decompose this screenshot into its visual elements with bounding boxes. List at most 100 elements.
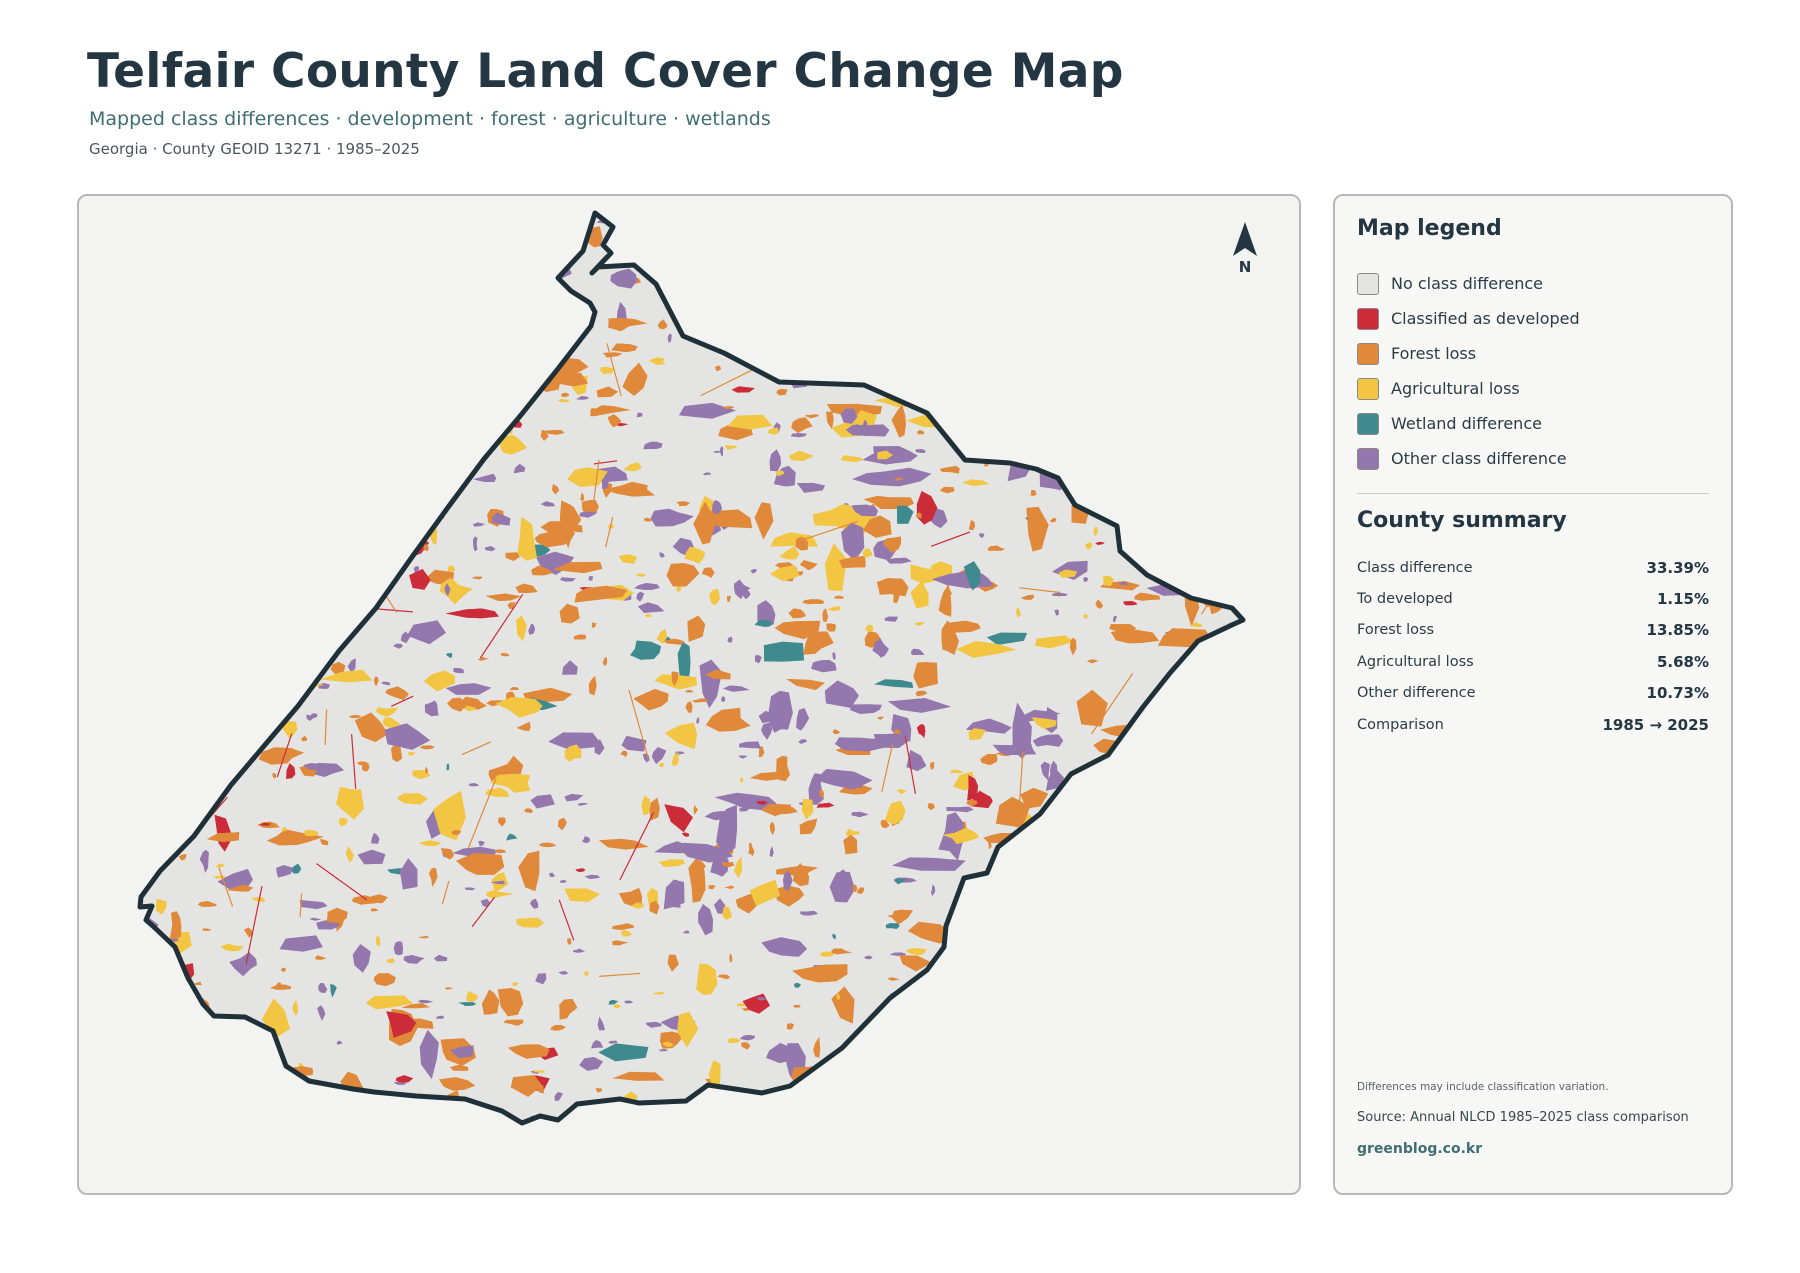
change-patch — [208, 300, 217, 308]
linear-change — [558, 899, 575, 941]
change-patch — [602, 657, 608, 666]
change-patch — [1202, 1051, 1220, 1079]
change-patch — [975, 213, 983, 224]
change-patch — [270, 510, 275, 518]
change-patch — [1226, 729, 1232, 736]
change-patch — [718, 974, 730, 980]
change-patch — [550, 1025, 566, 1031]
change-patch — [1116, 341, 1122, 348]
change-patch — [216, 416, 242, 427]
change-patch — [535, 973, 547, 985]
change-patch — [385, 460, 415, 472]
change-patch — [1015, 433, 1055, 448]
change-patch — [212, 318, 239, 334]
change-patch — [973, 954, 982, 974]
change-patch — [1073, 256, 1078, 266]
change-patch — [717, 279, 740, 286]
change-patch — [1158, 464, 1178, 471]
change-patch — [1123, 990, 1146, 1001]
change-patch — [1208, 821, 1227, 829]
change-patch — [1170, 248, 1207, 262]
change-patch — [165, 244, 172, 251]
change-patch — [266, 1053, 277, 1057]
change-patch — [938, 961, 967, 978]
change-patch — [234, 402, 274, 415]
change-patch — [1129, 1096, 1138, 1107]
change-patch — [847, 320, 859, 324]
change-patch — [793, 1004, 801, 1008]
change-patch — [255, 1106, 265, 1111]
change-patch — [315, 499, 324, 503]
change-patch — [155, 704, 162, 718]
change-patch — [365, 995, 413, 1010]
change-patch — [1060, 1077, 1069, 1081]
change-patch — [250, 897, 266, 903]
change-patch — [303, 763, 319, 771]
change-patch — [833, 1069, 864, 1100]
change-patch — [533, 214, 542, 223]
linear-change — [391, 695, 414, 707]
change-patch — [950, 769, 964, 774]
change-patch — [386, 957, 395, 964]
county-map[interactable] — [79, 196, 1301, 1195]
change-patch — [637, 602, 665, 613]
change-patch — [717, 279, 740, 286]
change-patch — [267, 270, 290, 290]
change-patch — [1078, 1108, 1118, 1123]
north-arrow: N — [1220, 222, 1270, 276]
change-patch — [1223, 318, 1234, 325]
change-patch — [277, 284, 288, 299]
change-patch — [734, 579, 751, 600]
change-patch — [862, 213, 867, 221]
change-patch — [890, 232, 924, 242]
change-patch — [1030, 490, 1037, 496]
change-patch — [142, 687, 177, 716]
change-patch — [191, 1024, 200, 1028]
change-patch — [320, 351, 338, 382]
change-patch — [178, 687, 198, 723]
change-patch — [1013, 267, 1032, 298]
change-patch — [888, 314, 903, 320]
site-link[interactable]: greenblog.co.kr — [1357, 1141, 1483, 1157]
change-patch — [650, 244, 693, 266]
change-patch — [1055, 851, 1062, 857]
change-patch — [226, 313, 241, 348]
change-patch — [621, 735, 647, 752]
change-patch — [900, 311, 913, 324]
change-patch — [417, 445, 450, 459]
change-patch — [144, 712, 176, 727]
change-patch — [541, 282, 548, 288]
change-patch — [1065, 778, 1090, 795]
change-patch — [844, 1103, 860, 1112]
change-patch — [323, 421, 332, 426]
change-patch — [667, 333, 672, 344]
linear-change — [599, 972, 641, 977]
change-patch — [711, 258, 749, 265]
change-patch — [1230, 637, 1240, 640]
change-patch — [395, 1075, 414, 1083]
change-patch — [1006, 1047, 1014, 1051]
change-patch — [693, 501, 717, 545]
change-patch — [607, 414, 622, 428]
change-patch — [423, 276, 432, 281]
change-patch — [511, 217, 515, 226]
change-patch — [1167, 434, 1198, 444]
change-patch — [961, 479, 989, 486]
change-patch — [894, 477, 903, 481]
change-patch — [372, 469, 426, 486]
change-patch — [492, 303, 503, 333]
change-patch — [162, 608, 169, 613]
linear-change — [144, 963, 184, 998]
map-panel[interactable] — [77, 194, 1301, 1195]
change-patch — [1045, 306, 1055, 310]
change-patch — [142, 687, 177, 716]
change-patch — [1007, 330, 1016, 341]
change-patch — [540, 360, 546, 367]
change-patch — [875, 246, 901, 253]
change-patch — [296, 338, 313, 345]
change-patch — [462, 253, 471, 269]
change-patch — [766, 1043, 798, 1063]
change-patch — [823, 294, 838, 304]
change-patch — [195, 617, 201, 623]
change-patch — [557, 399, 570, 403]
